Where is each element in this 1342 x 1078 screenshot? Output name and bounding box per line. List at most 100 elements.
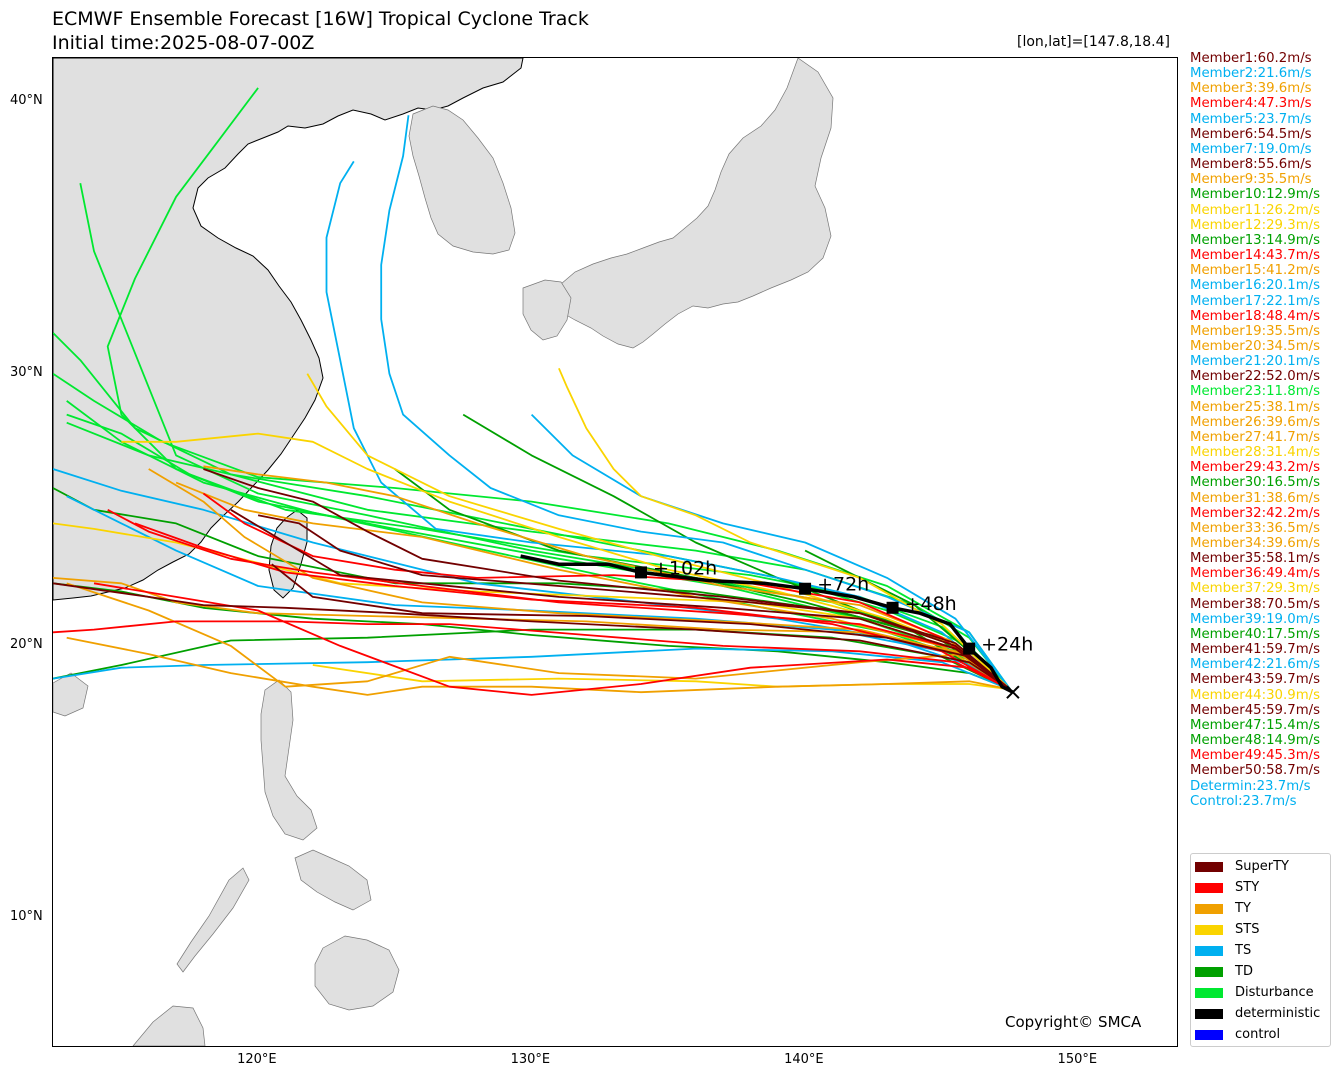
member-entry: Member37:29.3m/s <box>1190 581 1321 597</box>
land-visayas <box>294 849 372 911</box>
legend-item-ty: TY <box>1195 898 1251 919</box>
x-tick-label: 140°E <box>784 1052 824 1067</box>
ensemble-track-32 <box>53 620 1011 691</box>
member-entry: Control:23.7m/s <box>1190 793 1297 809</box>
member-entry: Member21:20.1m/s <box>1190 354 1321 370</box>
legend-label: STY <box>1235 880 1260 895</box>
legend-swatch <box>1195 903 1223 914</box>
land-kyushu <box>522 279 572 341</box>
ensemble-track-17 <box>380 115 1011 690</box>
y-tick-label: 10°N <box>10 909 43 925</box>
legend-label: TS <box>1235 943 1252 958</box>
member-entry: Member47:15.4m/s <box>1190 717 1321 733</box>
legend-item-disturbance: Disturbance <box>1195 982 1314 1003</box>
member-entry: Member18:48.4m/s <box>1190 308 1321 324</box>
legend-label: deterministic <box>1235 1006 1321 1021</box>
member-entry: Member11:26.2m/s <box>1190 202 1321 218</box>
member-entry: Member42:21.6m/s <box>1190 657 1321 673</box>
y-tick-label: 20°N <box>10 636 43 652</box>
category-legend: SuperTY STY TY STS TS TD Disturbance determinis… <box>1190 853 1331 1047</box>
member-entry: Member27:41.7m/s <box>1190 429 1321 445</box>
member-entry: Member35:58.1m/s <box>1190 551 1321 567</box>
forecast-point-48h <box>886 601 899 614</box>
x-tick-label: 130°E <box>510 1052 551 1067</box>
map-canvas[interactable]: +24h +48h +72h +102h <box>52 57 1178 1047</box>
member-entry: Member36:49.4m/s <box>1190 566 1321 582</box>
legend-label: Disturbance <box>1235 985 1314 1000</box>
land-hainan <box>53 672 89 717</box>
member-entry: Member44:30.9m/s <box>1190 687 1321 703</box>
member-entry: Member3:39.6m/s <box>1190 81 1312 97</box>
forecast-label-48h: +48h <box>905 593 957 615</box>
legend-swatch <box>1195 945 1223 956</box>
coordinate-readout: [lon,lat]=[147.8,18.4] <box>1016 34 1170 50</box>
member-entry: Member6:54.5m/s <box>1190 126 1312 142</box>
ensemble-track-29 <box>66 636 1011 696</box>
member-entry: Member32:42.2m/s <box>1190 505 1321 521</box>
initial-time: Initial time:2025-08-07-00Z <box>52 32 315 54</box>
member-entry: Member43:59.7m/s <box>1190 672 1321 688</box>
ensemble-track-27 <box>203 465 1011 691</box>
member-entry: Determin:23.7m/s <box>1190 778 1311 794</box>
legend-swatch <box>1195 924 1223 935</box>
legend-label: SuperTY <box>1235 859 1289 874</box>
member-entry: Member7:19.0m/s <box>1190 141 1312 157</box>
legend-item-sty: STY <box>1195 877 1259 898</box>
land-borneo <box>132 1005 206 1046</box>
member-intensity-list: Member1:60.2m/s Member2:21.6m/s Member3:39… <box>1190 51 1320 809</box>
member-entry: Member50:58.7m/s <box>1190 763 1321 779</box>
land-luzon <box>260 679 318 841</box>
deterministic-track <box>520 554 1014 694</box>
legend-item-td: TD <box>1195 961 1253 982</box>
member-entry: Member40:17.5m/s <box>1190 626 1321 642</box>
ensemble-track-39 <box>53 582 1011 691</box>
map-svg: +24h +48h +72h +102h <box>53 58 1033 1046</box>
ensemble-track-15 <box>325 160 1011 691</box>
legend-item-deterministic: deterministic <box>1195 1003 1320 1024</box>
member-entry: Member15:41.2m/s <box>1190 263 1321 279</box>
member-entry: Member10:12.9m/s <box>1190 187 1321 203</box>
deterministic-track-layer: +24h +48h +72h +102h <box>520 554 1033 699</box>
legend-label: TD <box>1235 964 1253 979</box>
ensemble-track-14 <box>66 495 1011 691</box>
ensemble-track-7 <box>53 372 1011 690</box>
legend-item-sts: STS <box>1195 919 1259 940</box>
land-taiwan <box>268 509 308 599</box>
member-entry: Member16:20.1m/s <box>1190 278 1321 294</box>
legend-swatch <box>1195 966 1223 977</box>
copyright-text: Copyright© SMCA <box>1005 1013 1142 1031</box>
member-entry: Member20:34.5m/s <box>1190 338 1321 354</box>
member-entry: Member45:59.7m/s <box>1190 702 1321 718</box>
member-entry: Member38:70.5m/s <box>1190 596 1321 612</box>
ensemble-track-40 <box>203 468 1011 691</box>
member-entry: Member33:36.5m/s <box>1190 520 1321 536</box>
start-marker <box>1006 685 1020 699</box>
member-entry: Member22:52.0m/s <box>1190 369 1321 385</box>
x-tick-label: 150°E <box>1057 1052 1098 1067</box>
member-entry: Member31:38.6m/s <box>1190 490 1321 506</box>
legend-item-control: control <box>1195 1024 1280 1045</box>
member-entry: Member4:47.3m/s <box>1190 96 1312 112</box>
forecast-label-102h: +102h <box>653 557 717 579</box>
y-tick-label: 40°N <box>10 92 43 108</box>
legend-item-superty: SuperTY <box>1195 856 1289 877</box>
forecast-point-24h <box>963 642 976 655</box>
legend-item-ts: TS <box>1195 940 1251 961</box>
x-tick-label: 120°E <box>237 1052 277 1067</box>
forecast-label-24h: +24h <box>981 634 1033 656</box>
member-entry: Member23:11.8m/s <box>1190 384 1321 400</box>
member-entry: Member9:35.5m/s <box>1190 172 1312 188</box>
ensemble-track-36 <box>230 509 1011 691</box>
member-entry: Member30:16.5m/s <box>1190 475 1321 491</box>
member-entry: Member34:39.6m/s <box>1190 536 1321 551</box>
legend-swatch <box>1195 1029 1223 1040</box>
forecast-point-72h <box>799 582 812 595</box>
land-japan <box>552 58 834 349</box>
member-entry: Member28:31.4m/s <box>1190 445 1321 461</box>
legend-label: STS <box>1235 922 1260 937</box>
member-entry: Member2:21.6m/s <box>1190 66 1312 82</box>
member-entry: Member14:43.7m/s <box>1190 248 1321 264</box>
ensemble-track-24 <box>312 664 1011 691</box>
ensemble-track-19 <box>53 468 1011 691</box>
member-entry: Member13:14.9m/s <box>1190 232 1321 248</box>
